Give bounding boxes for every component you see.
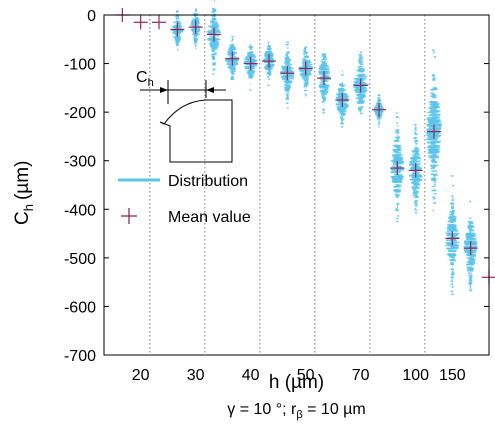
caption-part-1: γ = 10 °; r	[227, 401, 297, 418]
distribution-layer	[171, 0, 478, 296]
inset-arrow-right	[206, 87, 214, 93]
caption-part-2: = 10 µm	[303, 401, 366, 418]
inset-schematic: Ch	[136, 69, 233, 163]
y-tick-label: -700	[64, 348, 96, 365]
x-tick-label: 150	[439, 367, 466, 384]
axes-frame	[103, 14, 490, 356]
y-tick-label: -400	[64, 202, 96, 219]
mean-marker	[408, 163, 423, 178]
y-axis-label-main: C	[12, 211, 33, 225]
legend: Distribution Mean value	[118, 173, 251, 226]
x-tick-label: 20	[132, 367, 150, 384]
mean-marker	[207, 27, 221, 42]
mean-marker	[280, 66, 295, 81]
mean-marker	[262, 54, 276, 69]
mean-marker	[463, 241, 478, 256]
y-axis-label-unit: (µm)	[12, 161, 33, 200]
x-tick-label: 100	[402, 367, 429, 384]
legend-mean-label: Mean value	[168, 209, 251, 226]
inset-label-sub: h	[148, 77, 154, 89]
mean-marker	[353, 78, 368, 93]
mean-marker	[170, 22, 185, 37]
mean-marker	[188, 20, 203, 35]
y-tick-label: -200	[64, 105, 96, 122]
mean-marker	[152, 15, 166, 30]
legend-mean-swatch	[121, 208, 137, 224]
y-tick-label: 0	[87, 8, 96, 25]
x-tick-label: 30	[187, 367, 205, 384]
mean-marker	[317, 71, 331, 86]
mean-marker	[372, 102, 386, 117]
mean-marker	[243, 56, 258, 71]
inset-arrow-left	[160, 87, 168, 93]
y-tick-label: -600	[64, 299, 96, 316]
legend-distribution-label: Distribution	[168, 173, 248, 190]
y-axis-label-sub: h	[21, 204, 36, 211]
inset-label: Ch	[136, 69, 154, 89]
mean-marker	[445, 231, 460, 246]
inset-label-main: C	[136, 69, 148, 86]
y-axis-label: Ch (µm)	[12, 161, 36, 225]
y-tick-label: -100	[64, 57, 96, 74]
mean-marker	[390, 161, 405, 175]
mean-marker	[335, 93, 350, 107]
mean-marker	[225, 51, 240, 66]
y-tick-label: -500	[64, 251, 96, 268]
x-tick-label: 40	[242, 367, 260, 384]
inset-profile	[159, 99, 233, 163]
group-separators	[149, 15, 426, 355]
x-axis-ticks: 20 30 40 50 70 100 150	[132, 367, 466, 384]
mean-marker	[427, 124, 441, 139]
x-tick-label: 70	[352, 367, 370, 384]
y-tick-label: -300	[64, 154, 96, 171]
figure-caption: γ = 10 °; rβ = 10 µm	[227, 401, 365, 421]
mean-marker	[133, 15, 148, 30]
x-tick-label: 50	[297, 367, 315, 384]
mean-marker	[298, 61, 313, 76]
caption-subscript: β	[296, 409, 302, 421]
y-axis-ticks: 0 -100 -200 -300 -400 -500 -600 -700	[64, 8, 489, 365]
x-axis-label: h (µm)	[269, 372, 324, 393]
